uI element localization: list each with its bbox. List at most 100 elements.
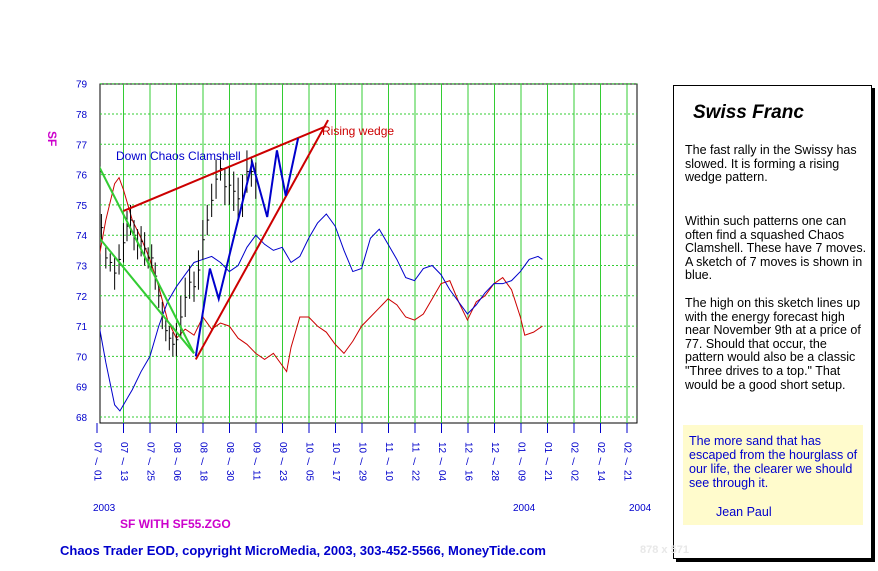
x-tick-sep: / bbox=[440, 457, 443, 468]
x-tick-day: 18 bbox=[198, 470, 209, 482]
x-tick-sep: / bbox=[307, 457, 310, 468]
x-tick-day: 21 bbox=[622, 470, 633, 482]
trendline-chaos-sketch bbox=[194, 138, 300, 357]
copyright-footer: Chaos Trader EOD, copyright MicroMedia, … bbox=[60, 543, 546, 558]
x-tick-month: 12 bbox=[463, 442, 474, 454]
x-tick-month: 02 bbox=[622, 442, 633, 454]
paragraph-2: Within such patterns one can often find … bbox=[685, 214, 867, 283]
y-tick-label: 77 bbox=[76, 140, 88, 151]
x-tick-month: 07 bbox=[145, 442, 156, 454]
x-tick-month: 11 bbox=[383, 442, 394, 453]
x-tick-month: 08 bbox=[198, 442, 209, 454]
x-tick-sep: / bbox=[413, 457, 416, 468]
paragraph-1: The fast rally in the Swissy has slowed.… bbox=[685, 143, 857, 185]
x-tick-day: 09 bbox=[516, 470, 527, 482]
x-tick-month: 11 bbox=[410, 442, 421, 453]
symbol-label: SF bbox=[45, 131, 59, 146]
x-tick-sep: / bbox=[281, 457, 284, 468]
year-label: 2004 bbox=[513, 503, 536, 514]
x-tick-day: 10 bbox=[383, 470, 394, 482]
y-tick-label: 70 bbox=[76, 352, 88, 363]
y-tick-label: 79 bbox=[76, 80, 88, 91]
trendline-wedge-lower bbox=[194, 119, 329, 360]
x-tick-sep: / bbox=[572, 457, 575, 468]
x-tick-month: 10 bbox=[304, 442, 315, 454]
x-tick-day: 29 bbox=[357, 470, 368, 482]
x-tick-day: 06 bbox=[171, 470, 182, 482]
x-tick-month: 09 bbox=[251, 442, 262, 454]
trendline-clamshell-lower bbox=[100, 237, 195, 355]
x-tick-month: 02 bbox=[595, 442, 606, 454]
x-tick-sep: / bbox=[387, 457, 390, 468]
x-tick-sep: / bbox=[254, 457, 257, 468]
x-tick-day: 30 bbox=[224, 470, 235, 482]
quote-author: Jean Paul bbox=[716, 505, 772, 519]
x-tick-month: 12 bbox=[489, 442, 500, 454]
x-tick-sep: / bbox=[95, 457, 98, 468]
x-tick-day: 13 bbox=[118, 470, 129, 482]
x-tick-sep: / bbox=[201, 457, 204, 468]
x-tick-sep: / bbox=[599, 457, 602, 468]
y-tick-label: 73 bbox=[76, 262, 88, 273]
x-tick-sep: / bbox=[122, 457, 125, 468]
x-tick-sep: / bbox=[360, 457, 363, 468]
x-tick-day: 22 bbox=[410, 470, 421, 482]
x-tick-day: 05 bbox=[304, 470, 315, 482]
panel-title: Swiss Franc bbox=[693, 102, 804, 123]
trendline-wedge-upper bbox=[123, 125, 327, 212]
x-tick-day: 25 bbox=[145, 470, 156, 482]
x-tick-month: 09 bbox=[277, 442, 288, 454]
x-tick-day: 11 bbox=[251, 470, 262, 481]
price-chart: 68 69 70 71 72 73 74 75 76 77 78 79 07 01 / 07 13 / 07 25 / 0… bbox=[45, 80, 652, 514]
y-tick-label: 72 bbox=[76, 292, 88, 303]
y-tick-label: 78 bbox=[76, 110, 88, 121]
x-tick-sep: / bbox=[148, 457, 151, 468]
year-label: 2003 bbox=[93, 503, 116, 514]
x-tick-month: 07 bbox=[118, 442, 129, 454]
annotation-rising-wedge: Rising wedge bbox=[322, 124, 394, 138]
x-tick-month: 12 bbox=[436, 442, 447, 454]
x-tick-day: 21 bbox=[542, 470, 553, 482]
x-tick-day: 23 bbox=[277, 470, 288, 482]
x-tick-sep: / bbox=[334, 457, 337, 468]
series-forecast-red bbox=[100, 176, 543, 373]
quote-box: The more sand that has escaped from the … bbox=[683, 425, 863, 525]
x-tick-sep: / bbox=[519, 457, 522, 468]
x-tick-sep: / bbox=[493, 457, 496, 468]
x-tick-sep: / bbox=[175, 457, 178, 468]
series-forecast-blue bbox=[100, 213, 543, 412]
x-tick-month: 01 bbox=[542, 442, 553, 454]
x-tick-month: 10 bbox=[330, 442, 341, 454]
x-tick-day: 01 bbox=[92, 470, 103, 482]
x-tick-month: 10 bbox=[357, 442, 368, 454]
y-tick-label: 75 bbox=[76, 201, 88, 212]
x-tick-sep: / bbox=[546, 457, 549, 468]
study-label: SF WITH SF55.ZGO bbox=[120, 517, 231, 531]
y-tick-label: 74 bbox=[76, 231, 88, 242]
x-tick-month: 08 bbox=[224, 442, 235, 454]
x-tick-day: 02 bbox=[569, 470, 580, 482]
x-tick-day: 17 bbox=[330, 470, 341, 482]
x-tick-sep: / bbox=[625, 457, 628, 468]
x-tick-sep: / bbox=[228, 457, 231, 468]
x-tick-month: 07 bbox=[92, 442, 103, 454]
x-tick-sep: / bbox=[466, 457, 469, 468]
quote-text: The more sand that has escaped from the … bbox=[689, 434, 858, 490]
x-tick-month: 08 bbox=[171, 442, 182, 454]
x-tick-day: 14 bbox=[595, 470, 606, 482]
image-dimensions: 878 x 571 bbox=[640, 544, 689, 556]
paragraph-3: The high on this sketch lines up with th… bbox=[685, 296, 861, 392]
y-tick-label: 71 bbox=[76, 322, 88, 333]
y-tick-label: 69 bbox=[76, 383, 88, 394]
x-tick-day: 28 bbox=[489, 470, 500, 482]
x-tick-month: 01 bbox=[516, 442, 527, 454]
x-tick-day: 04 bbox=[436, 470, 447, 482]
year-label: 2004 bbox=[629, 503, 652, 514]
y-tick-label: 76 bbox=[76, 171, 88, 182]
x-tick-month: 02 bbox=[569, 442, 580, 454]
commentary-panel: Swiss Franc The fast rally in the Swissy… bbox=[673, 85, 872, 559]
trendline-clamshell-upper bbox=[100, 166, 195, 354]
x-tick-day: 16 bbox=[463, 470, 474, 482]
y-tick-label: 68 bbox=[76, 413, 88, 424]
series-group bbox=[100, 119, 543, 412]
